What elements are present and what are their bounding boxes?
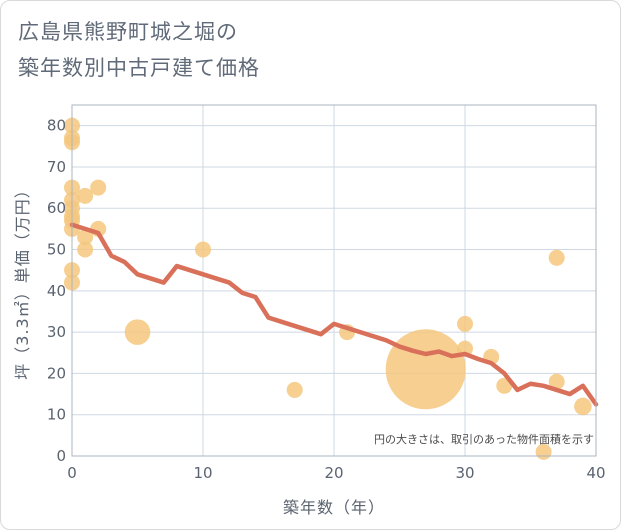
y-tick-label: 80	[47, 117, 66, 135]
x-tick-label: 20	[324, 464, 343, 482]
chart-title: 広島県熊野町城之堀の 築年数別中古戸建て価格	[18, 14, 260, 86]
x-tick-label: 30	[455, 464, 474, 482]
data-point	[124, 319, 151, 345]
data-point	[195, 241, 211, 258]
chart-title-line2: 築年数別中古戸建て価格	[18, 56, 260, 80]
y-axis-ticks: 0 10 20 30 40 50 60 70 80	[47, 117, 66, 465]
x-axis-ticks: 0 10 20 30 40	[67, 464, 605, 482]
y-tick-label: 40	[47, 282, 66, 300]
data-point	[90, 179, 107, 196]
x-tick-label: 10	[193, 464, 212, 482]
x-tick-label: 0	[67, 464, 77, 482]
data-point	[286, 381, 303, 398]
data-point	[574, 397, 592, 416]
y-tick-label: 50	[47, 241, 66, 259]
data-point	[548, 249, 565, 266]
chart-note: 円の大きさは、取引のあった物件面積を示す	[374, 432, 594, 446]
y-tick-label: 30	[47, 323, 66, 341]
y-tick-label: 60	[47, 199, 66, 217]
data-point	[457, 315, 473, 332]
y-axis-title: 坪（3.3㎡）単価（万円）	[13, 181, 32, 379]
x-axis-title: 築年数（年）	[283, 498, 385, 517]
grid-lines	[72, 105, 596, 456]
y-tick-label: 0	[56, 447, 66, 465]
y-tick-label: 20	[47, 364, 66, 382]
data-point	[548, 373, 565, 390]
y-tick-label: 10	[47, 406, 66, 424]
y-tick-label: 70	[47, 158, 66, 176]
data-point	[77, 229, 94, 246]
data-point	[535, 443, 552, 460]
trend-line	[69, 222, 599, 407]
plot-border	[71, 104, 597, 457]
data-point	[77, 187, 94, 204]
chart-title-line1: 広島県熊野町城之堀の	[18, 20, 238, 44]
x-tick-label: 40	[586, 464, 605, 482]
data-point	[385, 329, 466, 410]
data-point	[77, 241, 94, 258]
